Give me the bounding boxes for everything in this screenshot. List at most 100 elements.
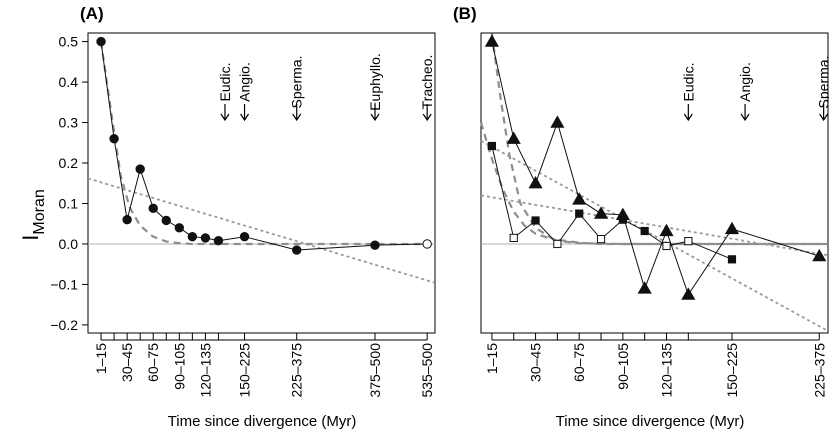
y-tick-label: 0.3 — [59, 115, 79, 131]
data-point-square — [487, 141, 497, 151]
clade-label: Angio. — [737, 62, 753, 102]
x-tick-label: 1–15 — [484, 343, 500, 374]
data-point-square — [640, 226, 649, 236]
y-tick-label: −0.2 — [50, 317, 78, 333]
panel-a-y-axis: 0.5 0.4 0.3 0.2 0.1 0.0 −0.1 −0.2 — [50, 34, 88, 333]
arrow-head — [819, 113, 829, 122]
data-point-square — [662, 241, 671, 251]
panel-b-label: (B) — [453, 4, 477, 23]
fit-line-dotted — [87, 177, 436, 284]
x-tick-label: 375–500 — [367, 343, 383, 398]
y-axis-label-sub: Moran — [31, 189, 48, 234]
data-point-circle — [174, 223, 185, 233]
data-point-circle — [96, 36, 106, 47]
data-point-square — [575, 209, 584, 218]
clade-label: Euphyllo. — [367, 53, 383, 111]
panel-a-x-axis: 1–15 30–45 60–75 90–105 120–135 150–225 225–37… — [93, 333, 435, 398]
y-axis-label: IMoran — [18, 189, 48, 240]
x-tick-label: 225–375 — [289, 343, 305, 398]
clade-annotation: Eudic. — [217, 63, 233, 122]
panel-b-x-axis-title: Time since divergence (Myr) — [556, 413, 745, 430]
data-point-circle — [213, 236, 224, 246]
panel-a-annotations: Eudic. Angio. Sperma. Euphyllo. Tracheo. — [217, 53, 435, 122]
clade-label: Eudic. — [680, 63, 696, 102]
panel-a-x-axis-title: Time since divergence (Myr) — [168, 413, 357, 430]
data-point-circle — [148, 203, 158, 214]
data-point-circle — [200, 233, 211, 243]
x-tick-label: 60–75 — [145, 343, 161, 382]
data-point-circle — [109, 134, 119, 144]
clade-annotation: Sperma. — [289, 56, 305, 122]
data-point-circle — [370, 240, 380, 250]
arrow-head — [740, 113, 750, 122]
y-tick-label: 0.4 — [59, 74, 79, 90]
data-point-circle — [161, 215, 171, 226]
data-point-circle — [292, 245, 302, 255]
data-point-triangle — [637, 281, 652, 294]
x-tick-label: 225–375 — [811, 343, 827, 398]
data-point-circle — [135, 164, 145, 174]
arrow-head — [220, 113, 230, 122]
panel-b-x-axis: 1–15 30–45 60–75 90–105 120–135 150–225 225–37… — [484, 333, 827, 398]
data-point-triangle — [506, 131, 521, 144]
arrow-head — [292, 113, 302, 122]
arrow-head — [370, 113, 380, 122]
data-point-circle — [422, 239, 432, 249]
clade-label: Eudic. — [217, 63, 233, 102]
data-point-triangle — [550, 115, 565, 128]
clade-label: Tracheo. — [419, 55, 435, 110]
y-tick-label: 0.0 — [59, 236, 79, 252]
fit-curve-dashed — [99, 41, 428, 246]
clade-annotation: Euphyllo. — [367, 53, 383, 122]
data-point-circle — [187, 231, 198, 242]
y-axis-label-main: I — [18, 235, 43, 241]
data-point-square — [553, 239, 562, 249]
panel-a-label: (A) — [80, 4, 104, 23]
clade-annotation: Angio. — [237, 62, 253, 122]
data-point-triangle — [593, 206, 609, 219]
x-tick-label: 90–105 — [615, 343, 631, 390]
x-tick-label: 120–135 — [197, 343, 213, 398]
x-tick-label: 150–225 — [724, 343, 740, 398]
data-point-triangle — [659, 223, 674, 237]
data-point-triangle — [528, 176, 543, 189]
data-point-triangle — [681, 287, 696, 300]
panel-a-series — [96, 36, 432, 255]
series-triangle-line — [491, 41, 820, 296]
clade-label: Sperma. — [816, 56, 829, 109]
data-point-square — [684, 237, 693, 246]
x-tick-label: 30–45 — [119, 343, 135, 382]
clade-label: Sperma. — [289, 56, 305, 109]
clade-annotation: Angio. — [737, 62, 753, 122]
x-tick-label: 150–225 — [237, 343, 253, 398]
arrow-head — [240, 113, 250, 122]
fit-line-dotted — [480, 194, 829, 257]
fit-line-dotted — [480, 140, 829, 332]
y-tick-label: 0.5 — [59, 34, 79, 50]
clade-annotation: Eudic. — [680, 63, 696, 122]
panel-b: (B) Eudic. Angio. Sperma. 1–15 30–45 60–75 90… — [453, 4, 829, 430]
data-point-square — [727, 255, 737, 264]
series-circle-line — [100, 41, 428, 251]
data-point-triangle — [724, 221, 740, 235]
x-tick-label: 120–135 — [659, 343, 675, 398]
arrow-head — [683, 113, 693, 122]
panel-a-frame — [87, 32, 436, 334]
panel-b-frame — [480, 32, 829, 334]
clade-annotation: Tracheo. — [419, 55, 435, 122]
x-tick-label: 90–105 — [171, 343, 187, 390]
data-point-triangle — [572, 192, 587, 205]
data-point-circle — [239, 231, 250, 242]
panel-b-series — [484, 34, 827, 300]
x-tick-label: 1–15 — [93, 343, 109, 374]
data-point-square — [618, 215, 627, 224]
data-point-triangle — [812, 248, 827, 262]
y-tick-label: 0.2 — [59, 155, 79, 171]
arrow-head — [422, 113, 432, 122]
y-tick-label: 0.1 — [59, 195, 79, 211]
fit-curve-dashed — [479, 122, 828, 246]
x-tick-label: 535–500 — [419, 343, 435, 398]
x-tick-label: 30–45 — [528, 343, 544, 382]
fit-curve-dashed — [490, 33, 828, 246]
data-point-square — [531, 216, 540, 225]
